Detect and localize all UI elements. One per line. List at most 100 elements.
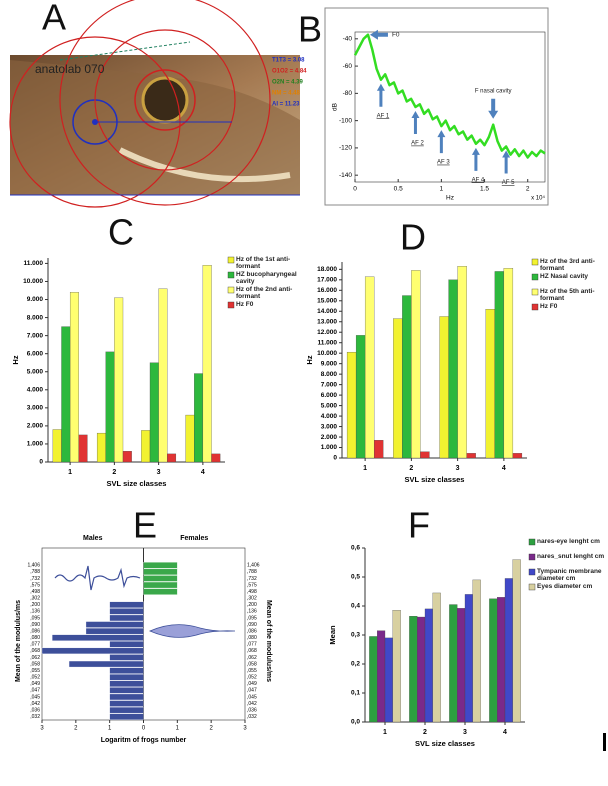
- watermark: anatolab 070: [35, 62, 105, 76]
- y-tick-label: ,045: [247, 694, 257, 700]
- y-tick-label: ,575: [30, 582, 40, 588]
- legend-label: Hz of the 3rd anti-formant: [540, 258, 595, 272]
- y-axis-label: Hz: [11, 355, 20, 364]
- y-tick-label: 0: [39, 459, 43, 466]
- y-tick-label: ,090: [30, 622, 40, 628]
- annotation-arrow: [502, 150, 511, 174]
- side-label: Males: [83, 535, 103, 542]
- bar: [503, 268, 514, 459]
- legend-label: HZ Nasal cavity: [540, 273, 589, 280]
- legend-swatch: [528, 553, 536, 561]
- legend-swatch: [528, 568, 536, 576]
- y-tick-label: 15.000: [317, 297, 337, 304]
- y-axis-label: dB: [332, 103, 339, 111]
- bar: [109, 674, 144, 681]
- panel-letter: D: [400, 217, 426, 258]
- y-tick-label: 7.000: [321, 381, 338, 388]
- annotation-arrow: [411, 111, 420, 134]
- waveform: [149, 624, 236, 638]
- bar: [105, 351, 115, 463]
- x-tick-label: 2: [423, 729, 427, 736]
- measurement: O1O2 = 4.84: [272, 69, 307, 75]
- y-tick-label: ,042: [30, 701, 40, 707]
- y-tick-label: ,055: [30, 668, 40, 674]
- inset-waveforms: [54, 565, 236, 638]
- bar: [194, 373, 204, 463]
- bar: [85, 621, 144, 628]
- bar: [143, 568, 178, 576]
- y-tick-label: 1,406: [27, 563, 40, 569]
- bar: [512, 559, 521, 723]
- x-tick-label: 1: [176, 726, 180, 732]
- legend-label: HZ bucopharyngeal cavity: [236, 271, 297, 285]
- bar: [109, 706, 144, 714]
- legend-label: Hz of the 2nd anti-formant: [236, 286, 293, 300]
- x-tick-label: 3: [243, 726, 247, 732]
- bar: [149, 362, 159, 463]
- legend-swatch: [531, 288, 539, 296]
- bar: [466, 453, 476, 459]
- bar: [52, 634, 144, 641]
- bar: [424, 608, 433, 723]
- y-tick-label: ,077: [30, 642, 40, 648]
- bar: [392, 610, 401, 723]
- measurement: O2N = 4.39: [272, 80, 304, 86]
- y-tick-label: -140: [339, 172, 352, 179]
- bar: [512, 453, 523, 459]
- bar: [185, 414, 195, 463]
- bar: [489, 598, 498, 723]
- bar: [109, 608, 144, 615]
- bar: [109, 687, 144, 694]
- y-tick-label: 0,5: [351, 574, 360, 581]
- bar: [411, 270, 421, 459]
- bar: [158, 288, 168, 463]
- annotation-arrow: [369, 29, 388, 40]
- bar: [393, 318, 403, 459]
- y-tick-label: ,575: [247, 582, 257, 588]
- legend-label: Tympanic membrane diameter cm: [537, 568, 602, 582]
- y-tick-label: ,732: [30, 576, 40, 582]
- bar: [96, 432, 106, 463]
- bar: [141, 430, 151, 463]
- bar: [143, 575, 178, 582]
- bar: [143, 581, 178, 589]
- y-tick-label: 7.000: [27, 332, 44, 339]
- measure-line: [59, 41, 191, 61]
- y-tick-label: 0,4: [351, 603, 360, 610]
- y-tick-label: ,062: [30, 655, 40, 661]
- bar: [109, 667, 144, 674]
- legend-swatch: [227, 256, 235, 264]
- x-axis-label: SVL size classes: [415, 739, 475, 748]
- y-tick-label: 4.000: [321, 413, 338, 420]
- bar: [457, 266, 467, 459]
- bar: [52, 429, 62, 463]
- y-tick-label: ,068: [30, 648, 40, 654]
- x-axis-label: Logaritm of frogs number: [101, 737, 187, 744]
- legend-entry: nares-eye lenght cm: [537, 538, 600, 545]
- bar: [432, 592, 441, 723]
- y-tick-label: ,052: [30, 675, 40, 681]
- legend-swatch: [227, 286, 235, 294]
- bar: [377, 630, 386, 723]
- y-tick-label: 0,3: [351, 632, 360, 639]
- x-tick-label: 4: [503, 729, 507, 736]
- x-tick-label: 3: [157, 469, 161, 476]
- waveform: [54, 565, 141, 591]
- legend-entry: Hz of the 2nd anti-formant: [236, 286, 293, 300]
- y-tick-label: ,042: [247, 701, 257, 707]
- y-tick-label: ,036: [30, 707, 40, 713]
- bar: [464, 594, 473, 723]
- bar: [69, 292, 79, 463]
- bar: [439, 316, 449, 459]
- y-tick-label: 18.000: [317, 266, 337, 273]
- legend-label: Hz F0: [540, 303, 558, 310]
- spectrum-line: [353, 33, 546, 159]
- y-tick-label: -60: [343, 63, 353, 70]
- panel-letter: C: [108, 212, 134, 253]
- annotation: AF 4: [472, 177, 485, 183]
- y-axis-label: Mean of the modulus/ms: [15, 600, 22, 682]
- arc: [59, 0, 271, 206]
- y-tick-label: ,052: [247, 675, 257, 681]
- x-axis-label: SVL size classes: [405, 475, 465, 484]
